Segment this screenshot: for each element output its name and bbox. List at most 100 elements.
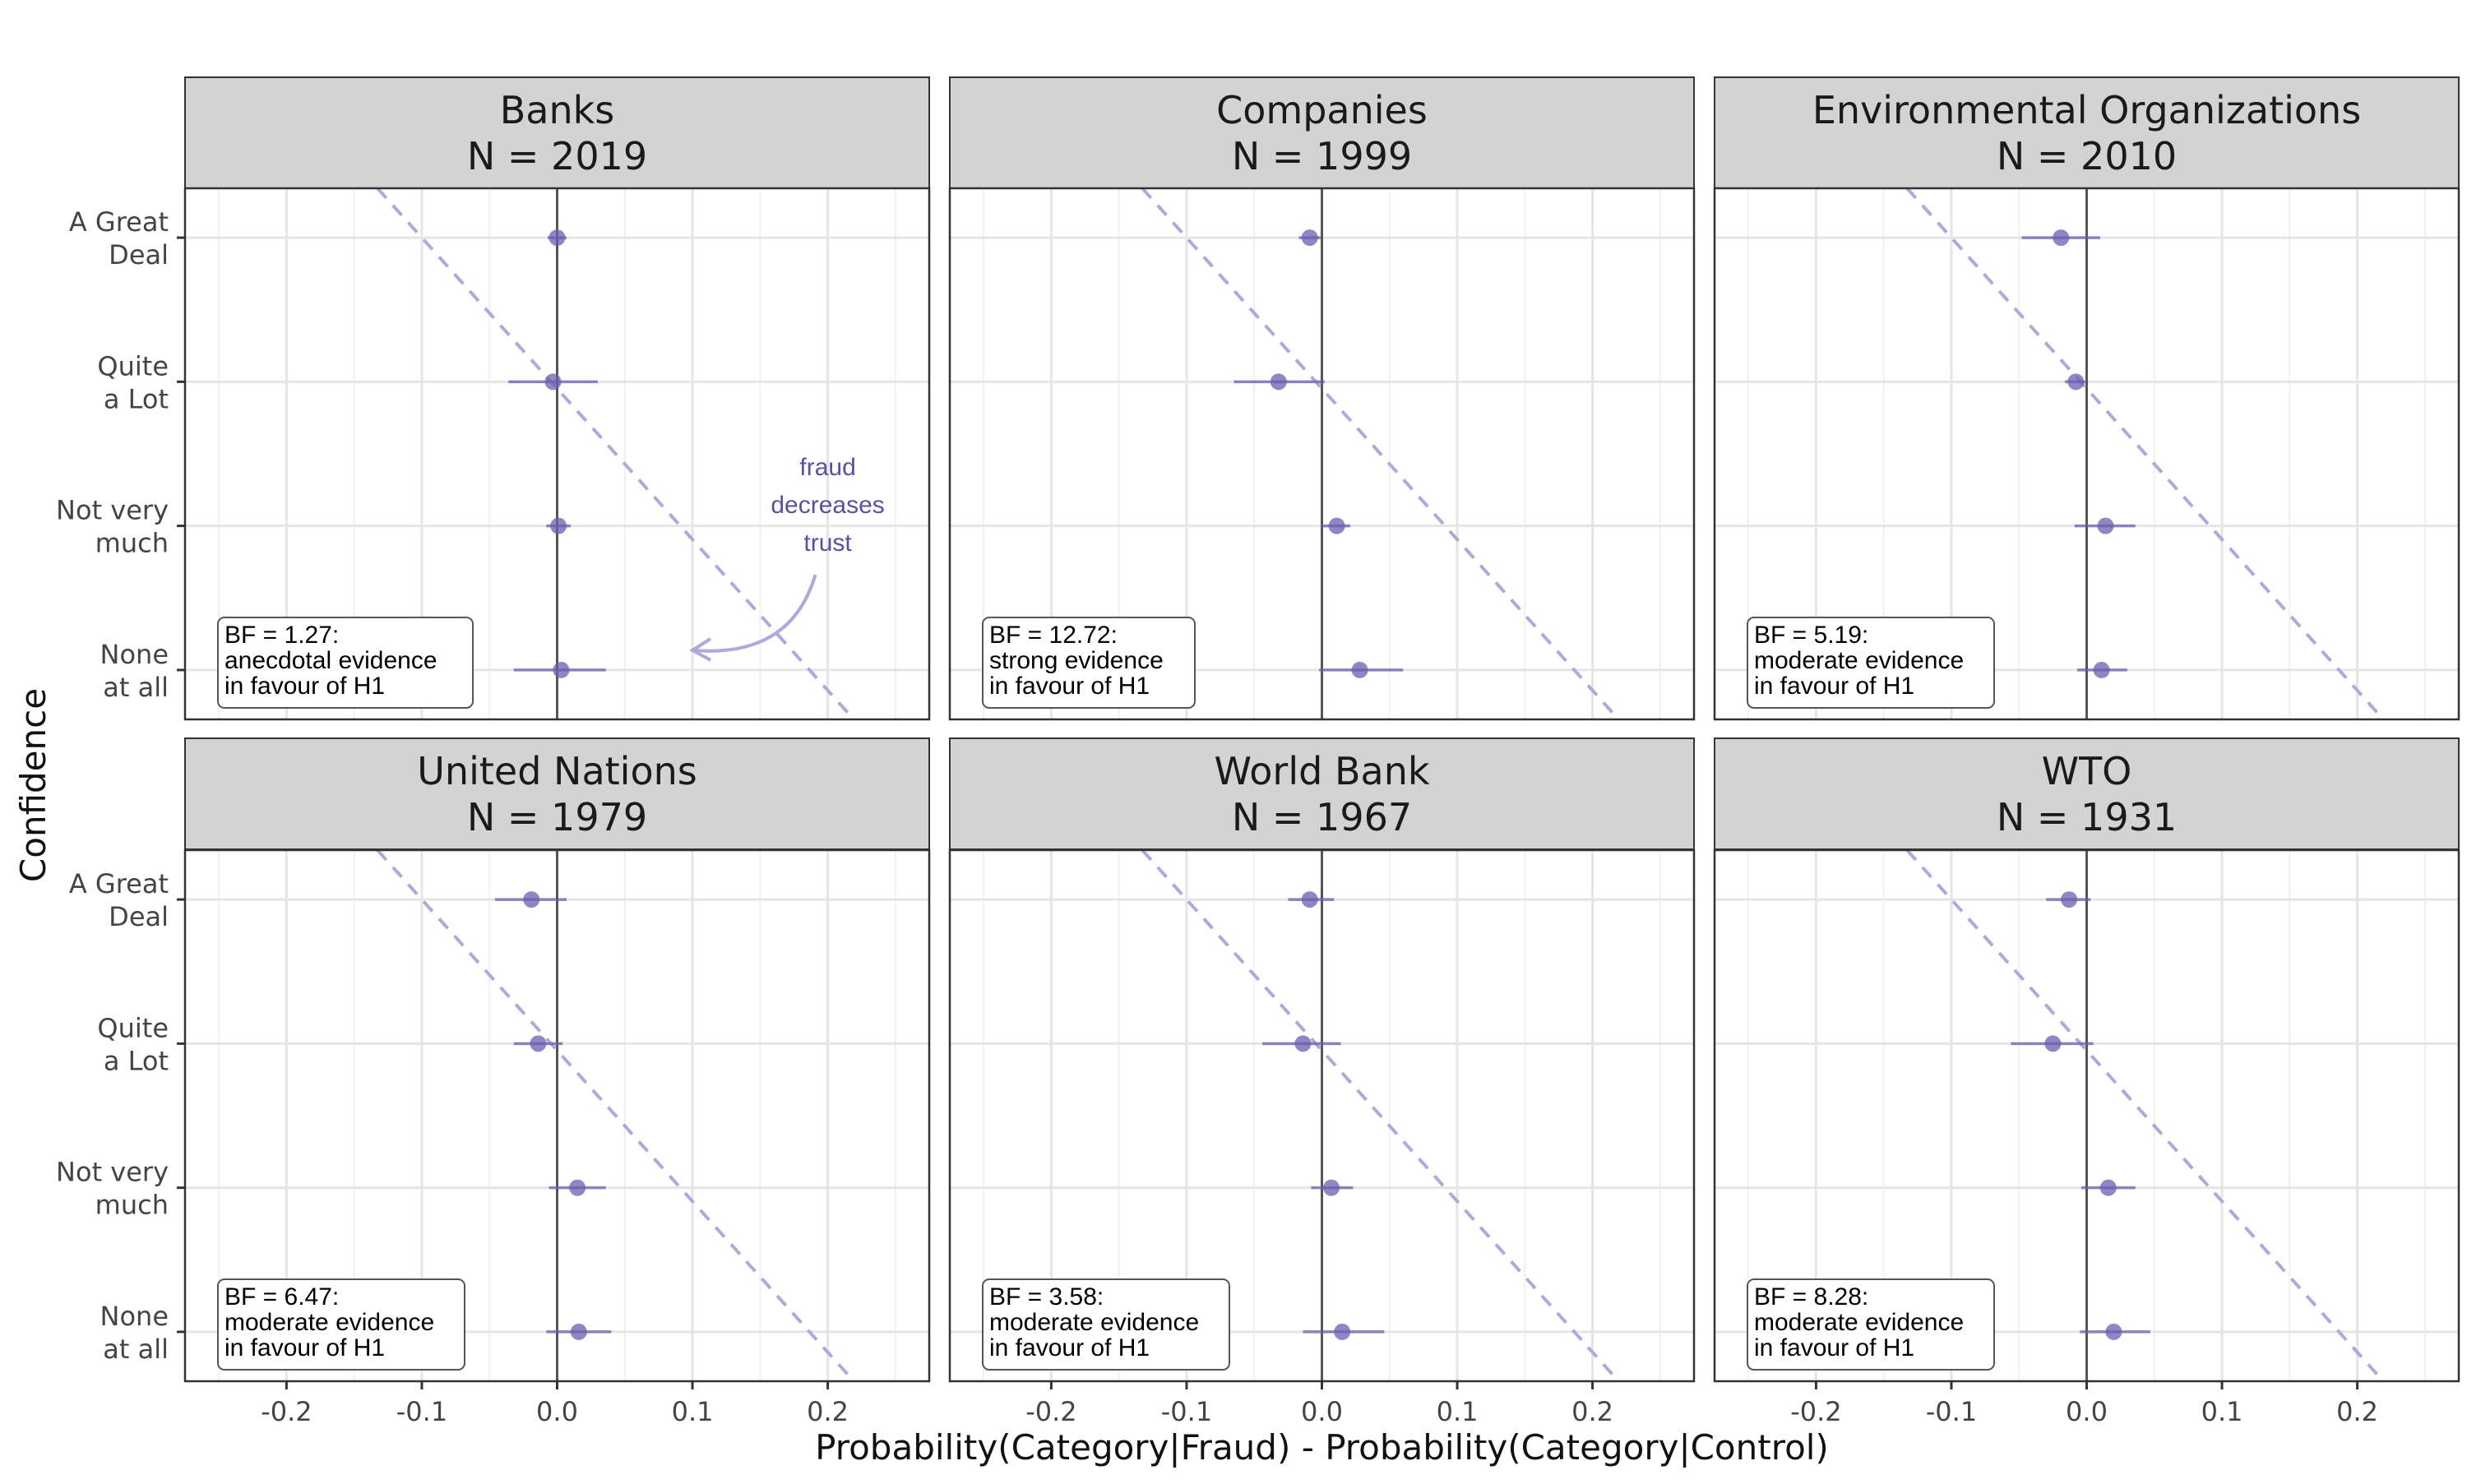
data-point: [1301, 229, 1318, 247]
y-tick-label: Deal: [109, 901, 169, 932]
bf-box: [1747, 617, 1995, 709]
bf-text-line: moderate evidence: [989, 1309, 1199, 1336]
data-point: [2093, 661, 2110, 678]
strip-background: [184, 737, 930, 850]
strip-background: [949, 76, 1695, 189]
dashed-reference-line: [1905, 188, 2385, 719]
dashed-reference-line: [1141, 850, 1620, 1381]
x-tick-label: 0.0: [536, 1396, 578, 1427]
bf-text-line: BF = 3.58:: [989, 1283, 1104, 1311]
bf-text-line: in favour of H1: [224, 673, 385, 700]
data-point: [569, 1179, 586, 1196]
data-point: [1270, 373, 1287, 391]
y-tick-label: much: [95, 528, 169, 559]
x-tick-label: 0.2: [1571, 1396, 1613, 1427]
x-tick-label: -0.1: [1161, 1396, 1212, 1427]
y-tick-label: Not very: [56, 495, 169, 526]
data-point: [550, 517, 567, 534]
bf-box: [982, 617, 1196, 709]
panel-title: Companies: [1216, 88, 1428, 132]
bf-box: [982, 1278, 1230, 1371]
x-tick-label: 0.1: [672, 1396, 714, 1427]
annotation-text: trust: [803, 529, 852, 557]
strip-background: [1714, 76, 2460, 189]
y-tick-label: None: [100, 639, 169, 670]
y-axis-title: Confidence: [13, 688, 53, 882]
dashed-reference-line: [376, 188, 855, 719]
bf-text-line: BF = 6.47:: [224, 1283, 339, 1311]
annotation-text: decreases: [771, 492, 884, 519]
dashed-reference-line: [376, 850, 855, 1381]
panel-title: Environmental Organizations: [1812, 88, 2361, 132]
y-tick-label: Deal: [109, 239, 169, 270]
bf-text-line: strong evidence: [989, 647, 1164, 674]
bf-box: [1747, 1278, 1995, 1371]
x-tick-label: 0.1: [2201, 1396, 2243, 1427]
bf-text-line: in favour of H1: [989, 673, 1150, 700]
x-tick-label: -0.1: [396, 1396, 447, 1427]
data-point: [1351, 661, 1368, 678]
data-point: [2044, 1035, 2062, 1052]
y-tick-label: at all: [103, 672, 169, 703]
y-tick-label: Quite: [97, 350, 169, 381]
x-tick-label: 0.0: [1301, 1396, 1343, 1427]
x-tick-label: 0.2: [807, 1396, 849, 1427]
bf-text-line: moderate evidence: [1754, 1309, 1964, 1336]
x-tick-label: 0.1: [1437, 1396, 1479, 1427]
panel-n-label: N = 1931: [1997, 795, 2177, 839]
panel-title: World Bank: [1215, 749, 1430, 793]
panel-n-label: N = 2019: [467, 134, 647, 178]
panel-inner: [185, 850, 929, 1381]
panel-inner: [950, 850, 1694, 1381]
data-point: [530, 1035, 547, 1052]
x-tick-label: 0.0: [2066, 1396, 2108, 1427]
data-point: [523, 891, 540, 908]
bf-text-line: moderate evidence: [1754, 647, 1964, 674]
bf-text-line: anecdotal evidence: [224, 647, 437, 674]
data-point: [1334, 1323, 1351, 1340]
panel-n-label: N = 1979: [467, 795, 647, 839]
bf-box: [217, 1278, 465, 1371]
data-point: [544, 373, 562, 391]
annotation-text: fraud: [799, 454, 855, 481]
panel-title: WTO: [2042, 749, 2132, 793]
data-point: [2099, 1179, 2117, 1196]
bf-text-line: BF = 1.27:: [224, 622, 339, 649]
data-point: [1301, 891, 1318, 908]
panel-title: United Nations: [417, 749, 697, 793]
panel-inner: [1715, 850, 2459, 1381]
strip-background: [949, 737, 1695, 850]
y-tick-label: A Great: [69, 868, 169, 899]
panel-border: [183, 187, 931, 721]
data-point: [548, 229, 566, 247]
bf-text-line: BF = 8.28:: [1754, 1283, 1868, 1311]
bf-text-line: in favour of H1: [1754, 673, 1914, 700]
bf-text-line: in favour of H1: [989, 1334, 1150, 1361]
bf-text-line: BF = 5.19:: [1754, 622, 1868, 649]
strip-background: [1714, 737, 2460, 850]
y-tick-label: Quite: [97, 1012, 169, 1043]
data-point: [1323, 1179, 1340, 1196]
x-tick-label: -0.1: [1926, 1396, 1977, 1427]
annotation-arrowhead: [689, 637, 712, 662]
y-tick-label: None: [100, 1301, 169, 1332]
x-tick-label: -0.2: [1790, 1396, 1841, 1427]
dashed-reference-line: [1141, 188, 1620, 719]
bf-text-line: in favour of H1: [224, 1334, 385, 1361]
panel-n-label: N = 1999: [1232, 134, 1412, 178]
y-tick-label: A Great: [69, 206, 169, 238]
data-point: [1328, 517, 1345, 534]
data-point: [570, 1323, 587, 1340]
data-point: [1294, 1035, 1312, 1052]
dashed-reference-line: [1905, 850, 2385, 1381]
y-tick-label: much: [95, 1190, 169, 1221]
strip-background: [184, 76, 930, 189]
y-tick-label: at all: [103, 1334, 169, 1365]
x-tick-label: 0.2: [2336, 1396, 2378, 1427]
